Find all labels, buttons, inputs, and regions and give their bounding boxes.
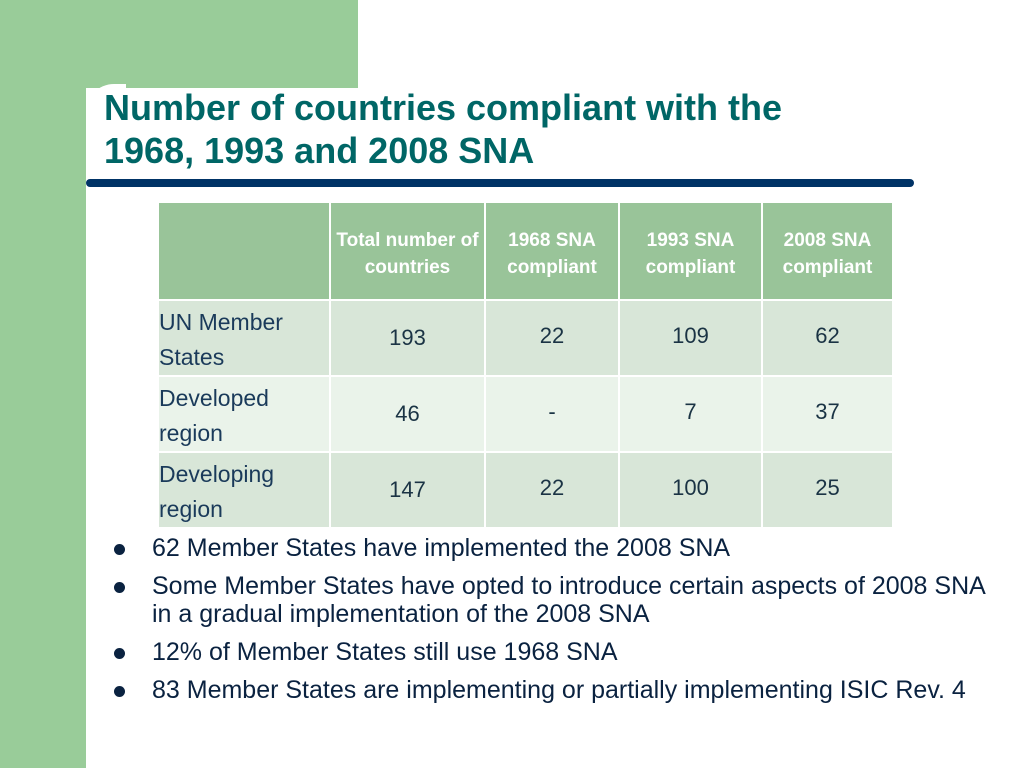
list-item: 83 Member States are implementing or par…: [112, 676, 992, 704]
table-header-row: Total number of countries 1968 SNA compl…: [157, 201, 894, 301]
row-label: UN Member States: [157, 299, 331, 377]
table-cell: -: [484, 375, 620, 453]
row-label: Developing region: [157, 451, 331, 529]
compliance-table: Total number of countries 1968 SNA compl…: [157, 201, 894, 529]
table-cell: 22: [484, 299, 620, 377]
header-cell-2008: 2008 SNA compliant: [761, 201, 894, 301]
table-cell: 7: [618, 375, 763, 453]
list-item-text: Some Member States have opted to introdu…: [152, 572, 985, 628]
slide-title-line-1: Number of countries compliant with the: [104, 87, 783, 128]
table-cell: 46: [329, 375, 486, 453]
slide-title-line-2: 1968, 1993 and 2008 SNA: [104, 130, 535, 171]
list-item-text: 12% of Member States still use 1968 SNA: [152, 638, 618, 666]
title-divider: [86, 179, 914, 187]
header-cell-1993: 1993 SNA compliant: [618, 201, 763, 301]
bullet-dot-icon: [114, 648, 125, 659]
table-cell: 147: [329, 451, 486, 529]
table-cell: 37: [761, 375, 894, 453]
list-item: 12% of Member States still use 1968 SNA: [112, 638, 992, 666]
list-item: Some Member States have opted to introdu…: [112, 572, 992, 628]
header-cell-1968: 1968 SNA compliant: [484, 201, 620, 301]
list-item: 62 Member States have implemented the 20…: [112, 534, 992, 562]
header-cell-corner: [157, 201, 331, 301]
decorative-left-band: [0, 0, 86, 768]
bullet-list: 62 Member States have implemented the 20…: [112, 534, 992, 714]
table-cell: 22: [484, 451, 620, 529]
row-label: Developed region: [157, 375, 331, 453]
list-item-text: 62 Member States have implemented the 20…: [152, 534, 731, 562]
table-cell: 62: [761, 299, 894, 377]
slide-title: Number of countries compliant with the 1…: [104, 86, 924, 172]
table-cell: 193: [329, 299, 486, 377]
bullet-dot-icon: [114, 582, 125, 593]
bullet-dot-icon: [114, 544, 125, 555]
header-cell-total: Total number of countries: [329, 201, 486, 301]
bullet-dot-icon: [114, 686, 125, 697]
table-cell: 100: [618, 451, 763, 529]
table-cell: 109: [618, 299, 763, 377]
table-cell: 25: [761, 451, 894, 529]
list-item-text: 83 Member States are implementing or par…: [152, 676, 966, 704]
table-row: Developing region 147 22 100 25: [157, 451, 894, 529]
table-row: Developed region 46 - 7 37: [157, 375, 894, 453]
table-row: UN Member States 193 22 109 62: [157, 299, 894, 377]
